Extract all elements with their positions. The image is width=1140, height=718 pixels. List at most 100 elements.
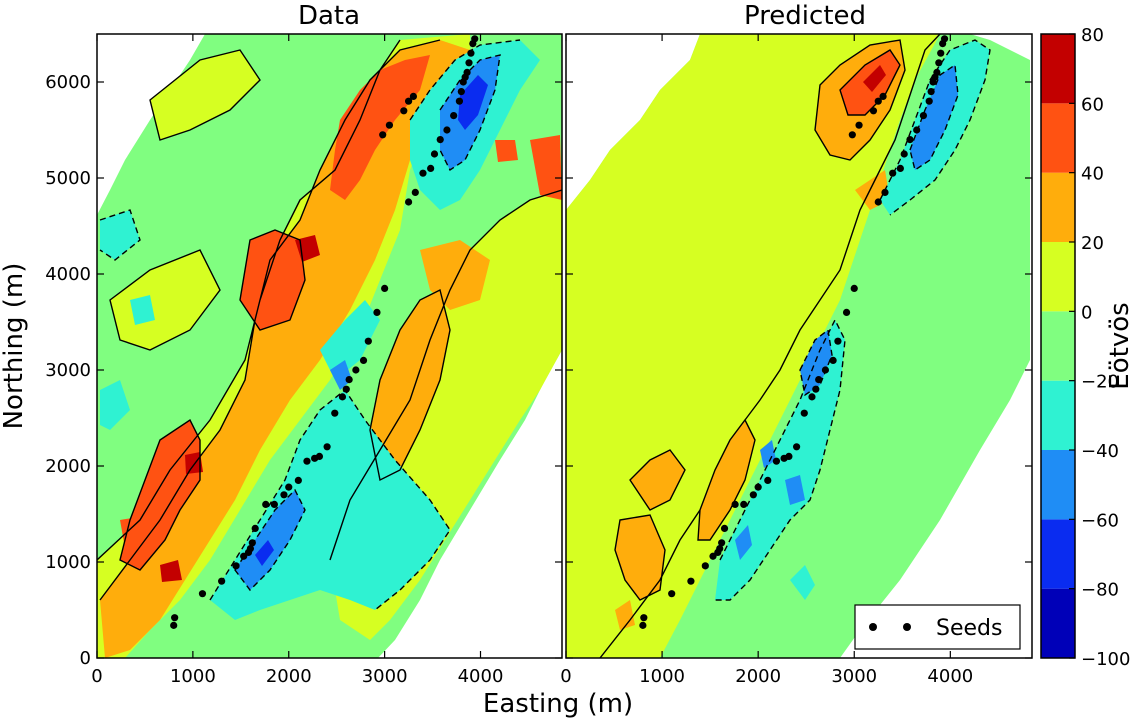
- data-seed-point: [240, 552, 248, 560]
- colorbar-segment: [1041, 311, 1075, 381]
- y-axis-title: Northing (m): [0, 263, 29, 430]
- data-x-tick-label: 3000: [362, 666, 408, 687]
- predicted-seed-point: [829, 356, 837, 364]
- legend-label: Seeds: [936, 616, 1002, 641]
- data-seed-point: [409, 92, 417, 100]
- colorbar-tick-label: 0: [1081, 302, 1092, 323]
- data-plot-frame: [96, 33, 563, 659]
- data-contour-lines-negative: [99, 39, 521, 611]
- predicted-band-light-blue: [735, 65, 958, 560]
- colorbar-segment: [1041, 380, 1075, 450]
- data-seed-point: [170, 621, 178, 629]
- data-seed-point: [404, 198, 413, 206]
- data-band-cyan-north: [320, 40, 540, 380]
- predicted-seed-point: [701, 562, 709, 570]
- colorbar-segment: [1041, 103, 1075, 173]
- predicted-seed-point: [668, 590, 676, 598]
- data-y-tick-label: 1000: [45, 552, 91, 573]
- predicted-seed-point: [808, 393, 816, 401]
- predicted-seed-point: [900, 150, 908, 158]
- predicted-seed-point: [792, 443, 801, 451]
- data-seed-point: [262, 500, 270, 508]
- legend-box: [854, 604, 1021, 650]
- data-seed-points: [170, 35, 479, 629]
- predicted-seed-point: [925, 97, 933, 105]
- data-band-red-orange: [120, 55, 430, 570]
- data-seed-point: [246, 544, 255, 553]
- data-seed-point: [427, 164, 435, 172]
- data-seed-point: [285, 483, 293, 491]
- data-seed-point: [381, 284, 389, 292]
- data-panel-title: Data: [298, 1, 360, 31]
- colorbar-segment: [1041, 172, 1075, 242]
- data-band-yellow-west: [110, 50, 260, 350]
- colorbar-segment: [1041, 588, 1075, 658]
- data-seed-point: [294, 476, 302, 484]
- colorbar-tick-label: 20: [1081, 233, 1104, 254]
- predicted-seed-point: [639, 621, 647, 629]
- data-seed-point: [463, 68, 471, 76]
- colorbar-tick-label: −40: [1081, 441, 1119, 462]
- predicted-x-tick-label: 4000: [927, 666, 973, 687]
- predicted-seed-point: [940, 35, 949, 43]
- data-seed-point: [400, 107, 408, 115]
- data-y-tick-label: 0: [80, 648, 91, 669]
- predicted-seed-point: [919, 112, 928, 120]
- predicted-panel-title: Predicted: [744, 1, 866, 31]
- colorbar-tick-label: 60: [1081, 94, 1104, 115]
- predicted-seed-point: [869, 107, 878, 115]
- predicted-plot-frame: [565, 33, 1033, 659]
- data-seed-point: [436, 136, 444, 144]
- data-seed-point: [411, 188, 419, 196]
- data-seed-point: [430, 150, 439, 158]
- data-band-cyan-west: [100, 210, 155, 430]
- predicted-seed-point: [754, 483, 762, 491]
- data-contour-lines: [97, 39, 562, 601]
- data-seed-point: [345, 376, 353, 384]
- predicted-seed-point: [640, 614, 648, 622]
- colorbar-segment: [1041, 242, 1075, 312]
- predicted-x-tick-label: 3000: [831, 666, 877, 687]
- data-contour-fill: [97, 34, 562, 658]
- data-seed-point: [331, 409, 339, 417]
- data-seed-point: [450, 112, 458, 120]
- data-y-tick-label: 4000: [45, 264, 91, 285]
- data-seed-point: [232, 562, 240, 570]
- data-seed-point: [270, 500, 278, 508]
- predicted-seed-point: [812, 385, 820, 393]
- data-x-tick-label: 0: [91, 666, 102, 687]
- predicted-contour-fill: [566, 34, 1030, 658]
- data-seed-point: [198, 590, 207, 598]
- data-band-orange-east: [370, 240, 490, 480]
- predicted-seed-point: [842, 308, 851, 316]
- data-seed-point: [404, 97, 413, 105]
- predicted-seed-points: [639, 35, 949, 629]
- data-x-tick-label: 1000: [170, 666, 216, 687]
- data-seed-point: [315, 452, 324, 460]
- colorbar-segment: [1041, 450, 1075, 520]
- colorbar-tick-label: −20: [1081, 372, 1119, 393]
- colorbar-segment: [1041, 519, 1075, 589]
- data-seed-point: [218, 577, 226, 585]
- data-seed-point: [443, 126, 451, 134]
- data-seed-point: [373, 308, 381, 316]
- predicted-seed-point: [855, 121, 863, 129]
- data-seed-point: [457, 88, 465, 96]
- predicted-seed-point: [720, 524, 729, 533]
- predicted-seed-point: [687, 577, 695, 585]
- predicted-x-axis: 0 1000 2000 3000 4000: [560, 34, 1032, 687]
- data-x-axis: 0 1000 2000 3000 4000: [91, 34, 503, 687]
- data-y-axis: 0 1000 2000 3000 4000 5000 6000: [45, 72, 562, 669]
- predicted-seed-point: [800, 409, 808, 417]
- predicted-contour-lines: [599, 34, 941, 658]
- x-axis-title: Easting (m): [483, 689, 633, 718]
- colorbar-frame: [1040, 33, 1076, 659]
- data-seed-point: [471, 35, 479, 43]
- colorbar-tick-label: 40: [1081, 164, 1104, 185]
- predicted-seed-point: [935, 59, 943, 67]
- predicted-seed-point: [937, 49, 945, 57]
- predicted-seed-point: [821, 366, 830, 374]
- data-x-tick-label: 2000: [266, 666, 312, 687]
- predicted-seed-point: [749, 491, 757, 499]
- predicted-seed-point: [834, 337, 842, 345]
